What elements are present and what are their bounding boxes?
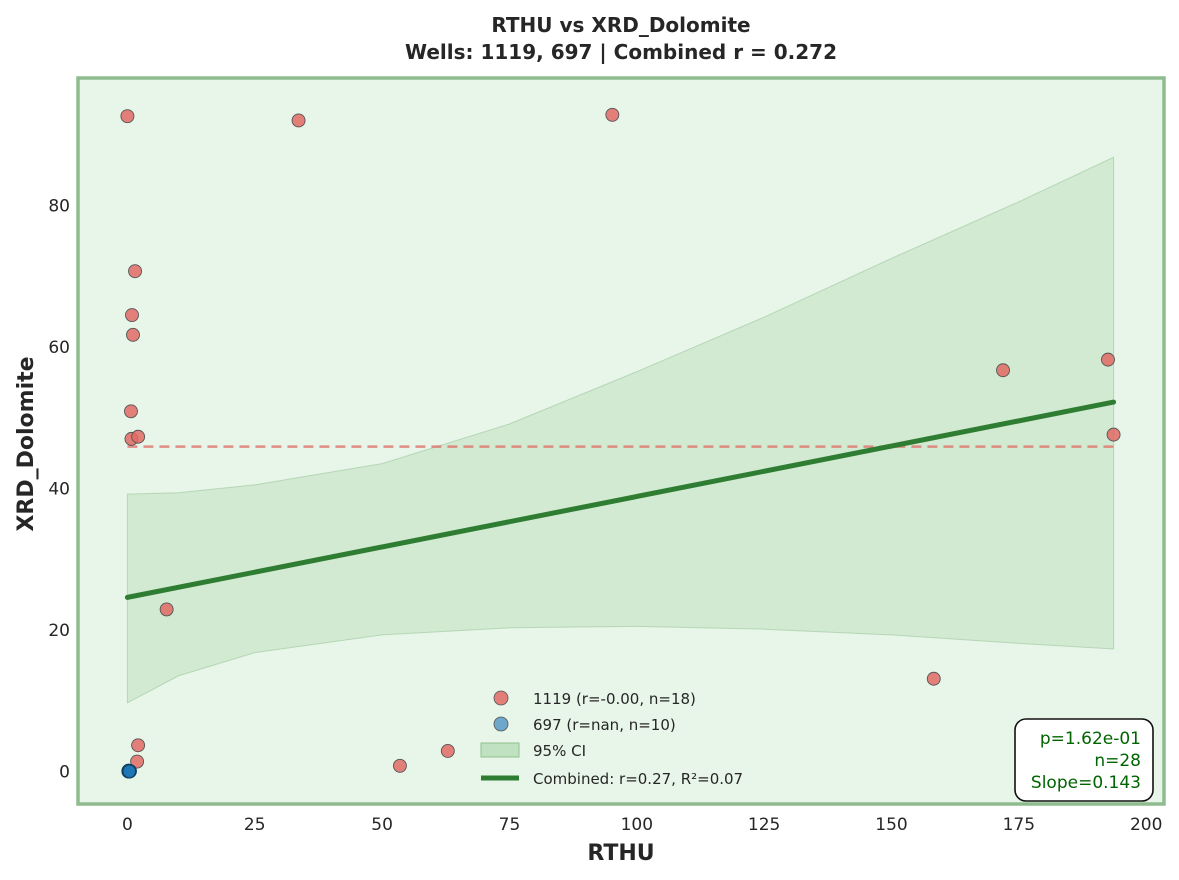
point-1119 — [392, 758, 407, 773]
x-tick-label: 125 — [748, 815, 780, 835]
point-1119 — [128, 264, 143, 279]
x-tick-label: 75 — [499, 815, 521, 835]
plot-area — [78, 78, 1164, 804]
point-1119 — [291, 113, 306, 128]
y-axis-ticks: 0 20 40 60 80 — [48, 196, 70, 782]
series-1119-points — [120, 107, 1121, 773]
chart-subtitle: Wells: 1119, 697 | Combined r = 0.272 — [405, 40, 837, 64]
regression-line — [124, 399, 1117, 600]
point-1119 — [605, 107, 620, 122]
x-tick-label: 25 — [244, 815, 266, 835]
y-tick-label: 0 — [59, 762, 70, 782]
stat-slope: Slope=0.143 — [1031, 773, 1141, 793]
legend-marker-697 — [493, 716, 509, 732]
point-1119 — [1106, 427, 1121, 442]
y-tick-label: 40 — [48, 479, 70, 499]
stats-box-frame — [1014, 718, 1154, 802]
stat-n: n=28 — [1094, 751, 1141, 771]
x-tick-label: 100 — [621, 815, 653, 835]
point-1119 — [120, 109, 135, 124]
point-697 — [122, 764, 137, 779]
x-tick-label: 150 — [875, 815, 907, 835]
x-tick-label: 175 — [1003, 815, 1035, 835]
x-axis-label: RTHU — [587, 841, 654, 866]
point-1119 — [124, 404, 138, 419]
series-697-points — [121, 763, 137, 779]
point-1119 — [1101, 352, 1115, 367]
y-tick-label: 20 — [48, 621, 70, 641]
legend-label-697: 697 (r=nan, n=10) — [533, 716, 676, 734]
point-1119 — [126, 327, 140, 342]
y-tick-label: 60 — [48, 338, 70, 358]
stat-p-value: p=1.62e-01 — [1040, 729, 1141, 749]
point-1119 — [131, 738, 146, 753]
plot-content — [120, 107, 1121, 779]
y-axis-label: XRD_Dolomite — [14, 356, 39, 531]
legend-label-fit: Combined: r=0.27, R²=0.07 — [533, 770, 743, 788]
y-tick-label: 80 — [48, 196, 70, 216]
point-1119 — [440, 743, 455, 758]
point-1119 — [159, 602, 174, 617]
confidence-band — [126, 156, 1115, 704]
point-1119 — [131, 429, 146, 444]
point-1119 — [926, 671, 941, 686]
point-1119 — [125, 308, 139, 322]
legend: 1119 (r=-0.00, n=18) 697 (r=nan, n=10) 9… — [480, 690, 743, 788]
x-axis-ticks: 0 25 50 75 100 125 150 175 200 — [122, 815, 1162, 835]
x-tick-label: 0 — [122, 815, 133, 835]
point-1119 — [130, 754, 145, 769]
legend-marker-1119 — [493, 690, 509, 706]
legend-marker-ci — [480, 742, 520, 758]
legend-label-1119: 1119 (r=-0.00, n=18) — [533, 690, 696, 708]
x-tick-label: 50 — [371, 815, 393, 835]
point-1119 — [996, 363, 1010, 378]
chart-title: RTHU vs XRD_Dolomite — [491, 13, 750, 37]
legend-label-ci: 95% CI — [533, 742, 586, 760]
plot-frame — [76, 76, 1166, 806]
x-tick-label: 200 — [1130, 815, 1162, 835]
stats-box: p=1.62e-01 n=28 Slope=0.143 — [1014, 718, 1154, 802]
